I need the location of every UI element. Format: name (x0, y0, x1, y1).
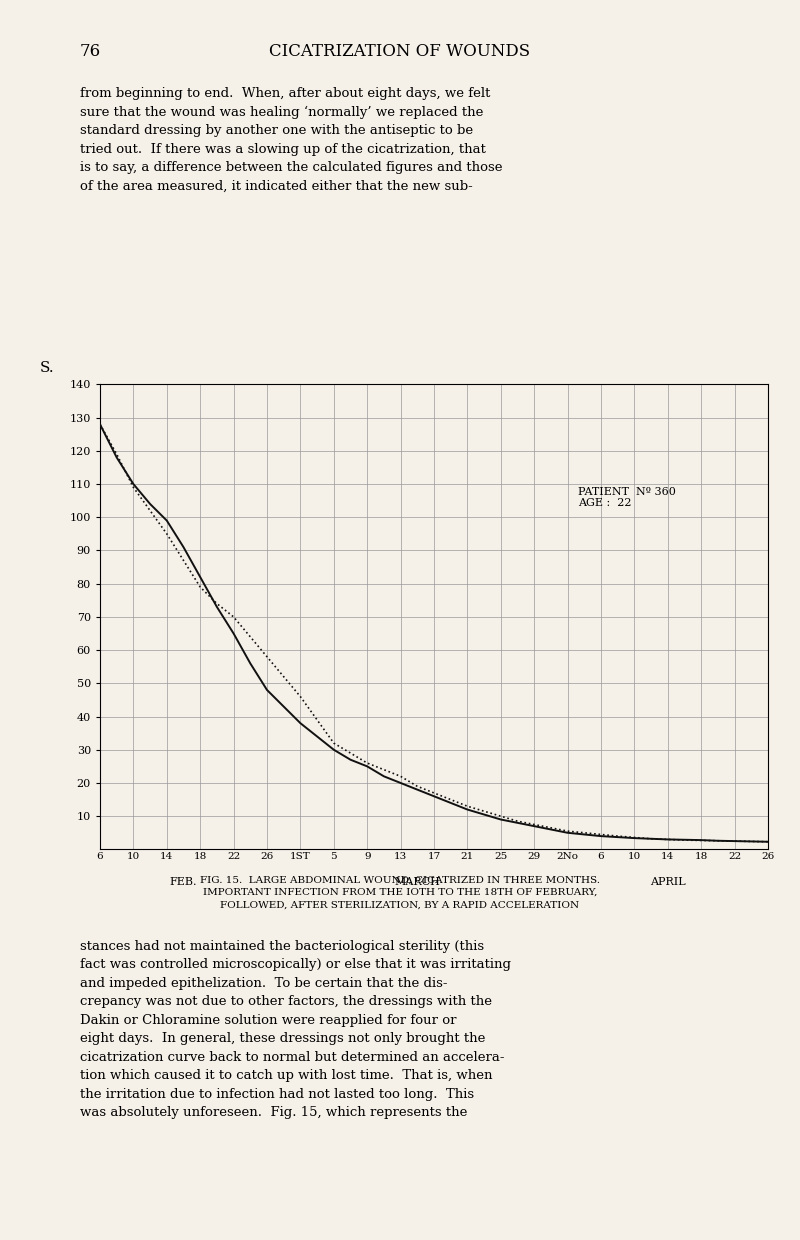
Text: from beginning to end.  When, after about eight days, we felt
sure that the woun: from beginning to end. When, after about… (80, 87, 502, 192)
Text: MARCH: MARCH (394, 877, 440, 887)
Text: 76: 76 (80, 43, 101, 61)
Text: CICATRIZATION OF WOUNDS: CICATRIZATION OF WOUNDS (270, 43, 530, 61)
Text: PATIENT  Nº 360
AGE :  22: PATIENT Nº 360 AGE : 22 (578, 487, 675, 508)
Text: stances had not maintained the bacteriological sterility (this
fact was controll: stances had not maintained the bacteriol… (80, 940, 511, 1120)
Text: S.: S. (40, 361, 54, 376)
Text: FIG. 15.  LARGE ABDOMINAL WOUND, CICATRIZED IN THREE MONTHS.
IMPORTANT INFECTION: FIG. 15. LARGE ABDOMINAL WOUND, CICATRIZ… (200, 875, 600, 909)
Text: APRIL: APRIL (650, 877, 686, 887)
Text: FEB.: FEB. (170, 877, 198, 887)
